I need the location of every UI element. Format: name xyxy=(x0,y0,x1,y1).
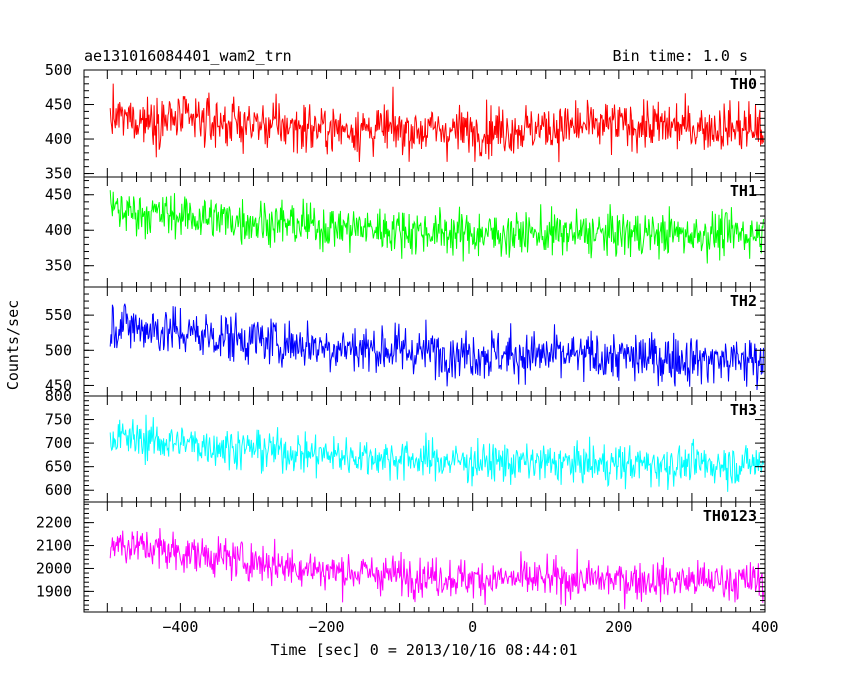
bin-time-label: Bin time: 1.0 s xyxy=(613,47,748,65)
panel-th0123: 1900 2000 2100 2200 TH0123 xyxy=(36,501,766,613)
y-tick-label: 2200 xyxy=(36,514,72,532)
y-tick-label: 1900 xyxy=(36,582,72,600)
y-tick-label: 500 xyxy=(45,341,72,359)
y-tick-label: 450 xyxy=(45,96,72,114)
panel-th3: 600 650 700 750 800 TH3 xyxy=(45,387,766,503)
y-tick-label: 500 xyxy=(45,61,72,79)
y-tick-label: 450 xyxy=(45,376,72,394)
y-tick-label: 350 xyxy=(45,165,72,183)
panel-label-th0: TH0 xyxy=(730,75,757,93)
series-line-th1 xyxy=(109,190,764,264)
panel-label-th2: TH2 xyxy=(730,292,757,310)
panel-label-th0123: TH0123 xyxy=(703,507,757,525)
y-tick-label: 550 xyxy=(45,306,72,324)
y-tick-label: 650 xyxy=(45,458,72,476)
y-tick-label: 2100 xyxy=(36,537,72,555)
x-tick-label: 0 xyxy=(468,618,477,636)
y-tick-label: 750 xyxy=(45,411,72,429)
y-axis-label: Counts/sec xyxy=(4,300,22,390)
series-line-th0123 xyxy=(109,528,764,610)
y-tick-label: 600 xyxy=(45,481,72,499)
panel-th1: 350 400 450 TH1 xyxy=(45,176,766,288)
x-tick-label: 200 xyxy=(605,618,632,636)
y-tick-label: 350 xyxy=(45,257,72,275)
panel-label-th1: TH1 xyxy=(730,182,757,200)
panels-group: 350 400 450 500 TH0 350 400 450 TH1 450 500 550 TH2 6… xyxy=(36,61,766,613)
y-tick-label: 400 xyxy=(45,130,72,148)
series-line-th0 xyxy=(109,83,764,163)
y-tick-label: 800 xyxy=(45,387,72,405)
x-axis-label: Time [sec] 0 = 2013/10/16 08:44:01 xyxy=(270,641,577,659)
panel-th0: 350 400 450 500 TH0 xyxy=(45,61,766,183)
panel-label-th3: TH3 xyxy=(730,401,757,419)
series-line-th2 xyxy=(109,303,764,391)
y-tick-label: 2000 xyxy=(36,559,72,577)
chart-title: ae131016084401_wam2_trn xyxy=(84,47,292,65)
series-line-th3 xyxy=(109,414,764,492)
x-tick-label: 400 xyxy=(751,618,778,636)
panel-th2: 450 500 550 TH2 xyxy=(45,286,766,397)
x-tick-label: −200 xyxy=(308,618,344,636)
y-tick-label: 400 xyxy=(45,221,72,239)
x-axis: −400 −200 0 200 400 xyxy=(162,618,778,636)
panel-frame xyxy=(83,501,766,613)
x-tick-label: −400 xyxy=(162,618,198,636)
y-tick-label: 450 xyxy=(45,186,72,204)
y-tick-label: 700 xyxy=(45,434,72,452)
